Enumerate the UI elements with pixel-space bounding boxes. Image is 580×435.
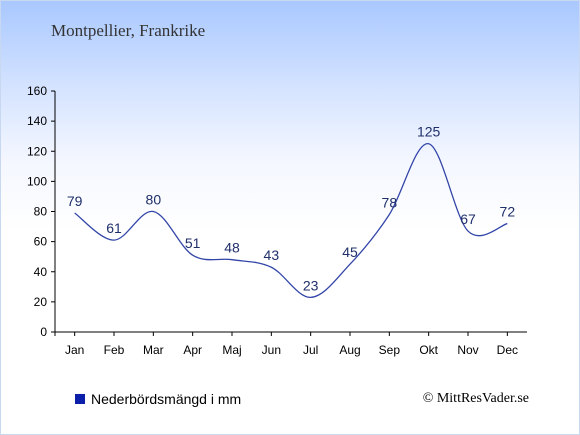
y-tick-label: 140 bbox=[27, 114, 47, 128]
data-label: 61 bbox=[106, 220, 122, 236]
data-label: 67 bbox=[460, 211, 476, 227]
y-tick-label: 60 bbox=[34, 235, 48, 249]
legend: Nederbördsmängd i mm bbox=[75, 391, 241, 407]
data-label: 23 bbox=[303, 277, 319, 293]
y-tick-label: 80 bbox=[34, 205, 48, 219]
data-labels: 79 61 80 51 48 43 23 45 78 125 67 72 bbox=[67, 124, 515, 294]
x-tick-label: Feb bbox=[104, 343, 125, 357]
x-tick-label: Jan bbox=[65, 343, 84, 357]
axes bbox=[51, 91, 527, 336]
series-line bbox=[74, 143, 508, 299]
x-tick-label: Nov bbox=[457, 343, 478, 357]
legend-swatch bbox=[75, 394, 85, 404]
y-tick-label: 160 bbox=[27, 84, 47, 98]
data-label: 48 bbox=[224, 240, 240, 256]
x-tick-label: Sep bbox=[379, 343, 401, 357]
x-tick-label: Apr bbox=[183, 343, 202, 357]
data-label: 79 bbox=[67, 193, 83, 209]
y-tick-label: 40 bbox=[34, 265, 48, 279]
data-label: 125 bbox=[417, 124, 441, 140]
data-label: 72 bbox=[500, 204, 516, 220]
legend-label: Nederbördsmängd i mm bbox=[91, 391, 242, 407]
y-axis-ticks: 0 20 40 60 80 100 120 140 160 bbox=[27, 84, 55, 339]
y-tick-label: 100 bbox=[27, 174, 47, 188]
data-label: 45 bbox=[342, 244, 358, 260]
chart-title: Montpellier, Frankrike bbox=[51, 21, 206, 40]
y-tick-label: 120 bbox=[27, 144, 47, 158]
credit-text: © MittResVader.se bbox=[422, 391, 529, 406]
y-tick-label: 20 bbox=[34, 295, 48, 309]
x-tick-label: Aug bbox=[339, 343, 360, 357]
data-label: 43 bbox=[264, 247, 280, 263]
x-tick-label: Maj bbox=[222, 343, 241, 357]
data-label: 51 bbox=[185, 235, 201, 251]
data-label: 80 bbox=[146, 192, 162, 208]
y-tick-label: 0 bbox=[40, 325, 47, 339]
series-group bbox=[74, 143, 508, 299]
x-axis-ticks: Jan Feb Mar Apr Maj Jun Jul Aug Sep Okt Nov Dec bbox=[65, 332, 518, 357]
data-label: 78 bbox=[382, 195, 398, 211]
x-tick-label: Jun bbox=[262, 343, 281, 357]
x-tick-label: Okt bbox=[419, 343, 438, 357]
x-tick-label: Dec bbox=[497, 343, 518, 357]
x-tick-label: Mar bbox=[143, 343, 164, 357]
x-tick-label: Jul bbox=[303, 343, 318, 357]
